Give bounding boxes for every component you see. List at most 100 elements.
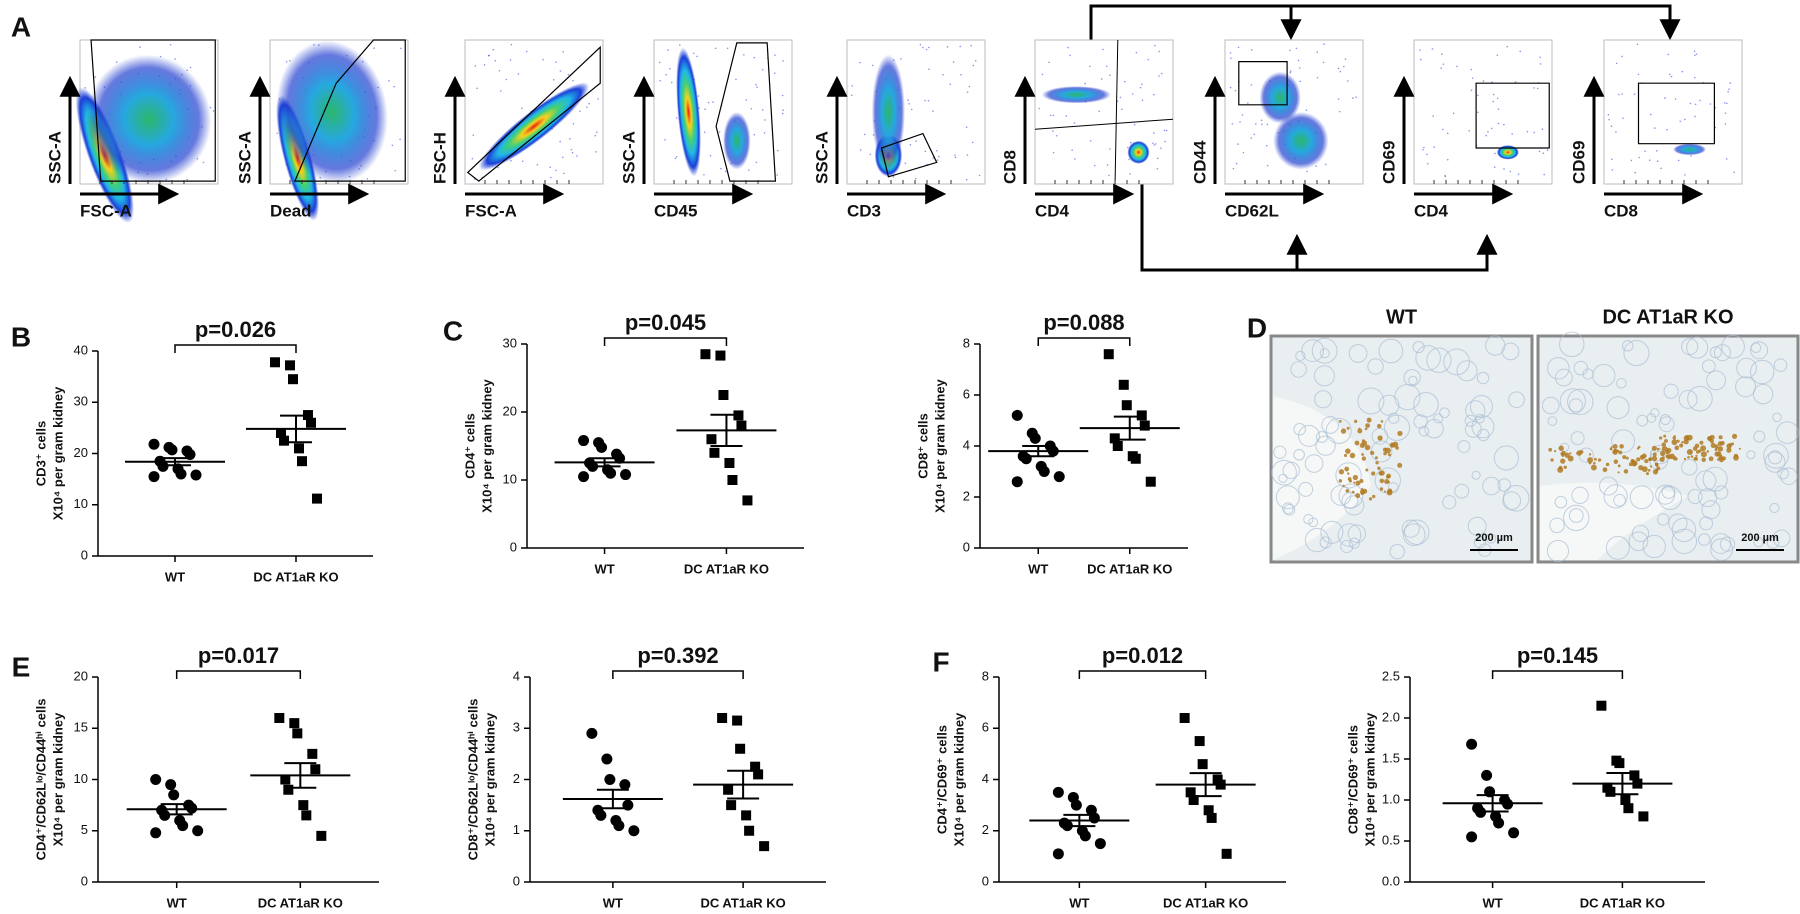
event-dot <box>928 68 930 71</box>
stain <box>1672 456 1677 461</box>
y-axis-label: X10⁴ per gram kidney <box>479 378 494 512</box>
stain <box>1375 461 1379 465</box>
y-tick-label: 20 <box>503 403 517 418</box>
event-dot <box>1355 96 1357 99</box>
event-dot <box>1235 162 1238 165</box>
tubule <box>1678 389 1698 409</box>
data-point <box>736 420 747 431</box>
event-dot <box>675 155 678 158</box>
data-point <box>150 827 162 839</box>
stain <box>1558 465 1563 470</box>
stain <box>1361 439 1365 443</box>
event-dot <box>487 54 490 57</box>
data-point <box>1118 379 1129 390</box>
density <box>723 112 751 170</box>
event-dot <box>859 149 862 151</box>
flow-y-label: CD69 <box>1379 141 1398 184</box>
event-dot <box>399 138 401 141</box>
tubule <box>1457 440 1471 454</box>
stain <box>1361 456 1367 461</box>
tubule <box>1281 502 1294 515</box>
stain <box>1731 433 1738 439</box>
stain <box>1351 490 1355 494</box>
stain <box>1623 469 1629 474</box>
event-dot <box>388 79 390 82</box>
event-dot <box>1315 165 1317 167</box>
event-dot <box>509 59 512 61</box>
stain <box>1349 452 1356 459</box>
event-dot <box>1069 54 1071 57</box>
event-dot <box>764 119 766 121</box>
event-dot <box>1422 148 1424 151</box>
event-dot <box>1541 128 1544 131</box>
x-tick-label: WT <box>1482 895 1502 910</box>
stain <box>1353 481 1356 484</box>
event-dot <box>400 47 402 50</box>
event-dot <box>1231 123 1234 125</box>
tubule <box>1623 340 1650 367</box>
stain <box>1378 471 1383 476</box>
data-point <box>1188 795 1199 805</box>
sem-bar <box>1476 794 1509 813</box>
stain <box>1366 417 1372 423</box>
event-dot <box>1289 49 1291 52</box>
event-dot <box>1427 163 1429 165</box>
event-dot <box>579 110 581 113</box>
tubule <box>1657 513 1670 526</box>
event-dot <box>1250 84 1253 86</box>
event-dot <box>1239 121 1241 123</box>
tubule <box>1502 485 1530 512</box>
event-dot <box>1131 93 1134 95</box>
stain <box>1588 461 1592 465</box>
event-dot <box>1158 75 1160 77</box>
event-dot <box>1509 170 1512 173</box>
event-dot <box>859 61 861 64</box>
tubule <box>1616 378 1627 389</box>
tubule <box>1567 388 1594 416</box>
tubule <box>1592 363 1616 388</box>
event-dot <box>169 43 172 46</box>
flow-x-label: FSC-A <box>80 201 132 220</box>
stain <box>1354 419 1358 423</box>
gate <box>1238 60 1288 106</box>
data-point <box>292 728 303 739</box>
gate <box>466 45 601 182</box>
stain <box>1352 474 1359 481</box>
event-dot <box>781 94 784 97</box>
event-dot <box>1693 50 1696 53</box>
event-dot <box>1160 72 1163 75</box>
event-dot <box>1106 164 1109 166</box>
data-point <box>741 810 752 821</box>
event-dot <box>212 110 215 112</box>
event-dot <box>1109 148 1111 150</box>
gate <box>90 39 216 182</box>
stain <box>1548 447 1553 452</box>
stain <box>1380 420 1384 423</box>
tubule <box>1471 470 1481 480</box>
gate <box>1114 39 1119 185</box>
tubule <box>1695 470 1717 492</box>
event-dot <box>1289 71 1292 74</box>
flow-plot: FSC-A FSC-H <box>430 39 604 220</box>
tubule <box>1378 338 1404 364</box>
stain <box>1377 466 1381 470</box>
event-dot <box>1610 125 1613 127</box>
event-dot <box>936 159 939 161</box>
tubule <box>1348 344 1368 363</box>
tubule <box>1686 336 1709 359</box>
stain <box>1661 446 1668 452</box>
tubule <box>1658 486 1683 510</box>
flow-y-label: CD44 <box>1190 140 1209 184</box>
event-dot <box>1232 167 1235 170</box>
data-point <box>1179 713 1190 723</box>
stain <box>1597 458 1602 462</box>
micrograph: 200 µm <box>1269 334 1534 564</box>
event-dot <box>567 73 570 76</box>
event-dot <box>735 78 737 81</box>
event-dot <box>394 169 397 172</box>
data-point <box>715 350 726 361</box>
data-point <box>1623 803 1634 814</box>
event-dot <box>571 151 574 154</box>
stain <box>1709 439 1714 444</box>
tubule <box>1378 394 1400 416</box>
